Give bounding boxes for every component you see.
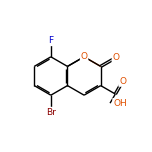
Text: O: O [81, 52, 88, 61]
Text: OH: OH [113, 99, 127, 108]
Text: O: O [119, 77, 126, 86]
Text: F: F [48, 36, 53, 45]
Text: O: O [112, 54, 119, 62]
Text: Br: Br [46, 107, 56, 117]
